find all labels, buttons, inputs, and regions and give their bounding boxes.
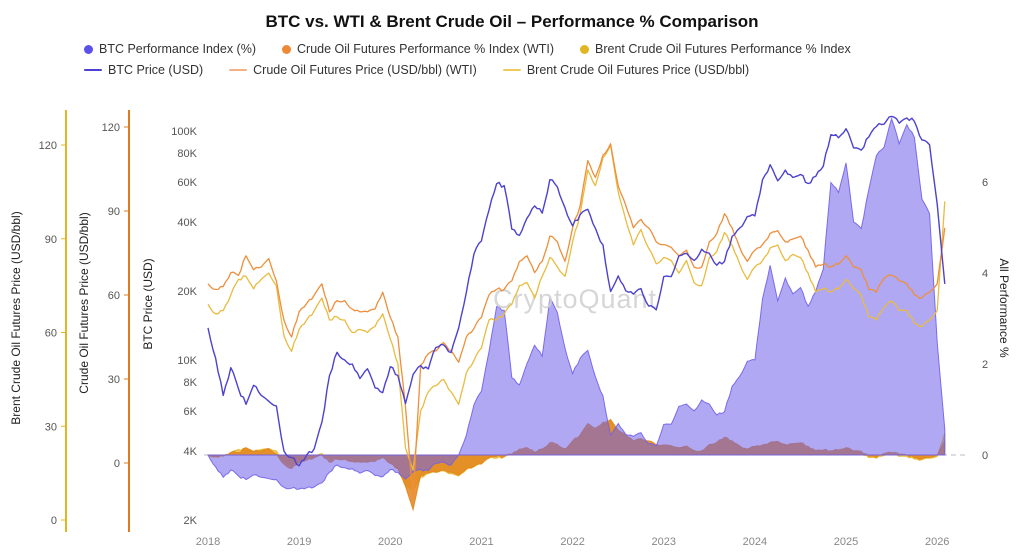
x-tick-label: 2025: [834, 536, 858, 548]
chart-title: BTC vs. WTI & Brent Crude Oil – Performa…: [265, 12, 759, 31]
btc-tick-label: 2K: [184, 515, 198, 527]
legend-label: BTC Price (USD): [108, 63, 204, 77]
legend-item-2[interactable]: Brent Crude Oil Futures Performance % In…: [580, 42, 851, 56]
x-tick-label: 2018: [196, 536, 220, 548]
brent-price-line: [207, 144, 946, 471]
x-tick-label: 2021: [469, 536, 493, 548]
btc-tick-label: 100K: [171, 126, 197, 138]
x-tick-label: 2022: [560, 536, 584, 548]
wti-tick-label: 30: [108, 374, 120, 386]
btc-tick-label: 10K: [177, 355, 197, 367]
btc-price-line: [207, 115, 946, 467]
perf-tick-label: 4: [982, 268, 988, 280]
btc-performance-area: [207, 117, 946, 490]
x-tick-label: 2019: [287, 536, 311, 548]
legend-item-5[interactable]: Brent Crude Oil Futures Price (USD/bbl): [502, 63, 750, 77]
wti-tick-label: 120: [102, 122, 120, 134]
wti-tick-label: 0: [114, 458, 120, 470]
legend-dot-icon: [282, 44, 291, 54]
legend-line-icon: [229, 69, 248, 71]
legend: BTC Performance Index (%) Crude Oil Futur…: [84, 42, 974, 77]
x-tick-label: 2026: [925, 536, 949, 548]
legend-label: Brent Crude Oil Futures Price (USD/bbl): [526, 63, 750, 77]
legend-label: Crude Oil Futures Price (USD/bbl) (WTI): [253, 63, 477, 77]
perf-tick-label: 2: [982, 359, 988, 371]
legend-line-icon: [84, 69, 102, 71]
x-tick-label: 2024: [743, 536, 767, 548]
wti-tick-label: 90: [108, 206, 120, 218]
x-tick-label: 2020: [378, 536, 402, 548]
btc-tick-label: 8K: [184, 377, 198, 389]
legend-label: Brent Crude Oil Futures Performance % In…: [595, 42, 851, 56]
brent-tick-label: 60: [45, 328, 57, 340]
perf-tick-label: 6: [982, 177, 988, 189]
legend-item-0[interactable]: BTC Performance Index (%): [84, 42, 256, 56]
legend-dot-icon: [84, 44, 93, 54]
legend-label: BTC Performance Index (%): [99, 42, 256, 56]
brent-tick-label: 120: [39, 140, 57, 152]
x-tick-label: 2023: [652, 536, 676, 548]
wti-tick-label: 60: [108, 290, 120, 302]
btc-tick-label: 4K: [184, 446, 198, 458]
legend-item-3[interactable]: BTC Price (USD): [84, 63, 203, 77]
legend-line-icon: [502, 69, 521, 71]
wti-price-line: [207, 143, 946, 501]
legend-item-4[interactable]: Crude Oil Futures Price (USD/bbl) (WTI): [229, 63, 477, 77]
brent-tick-label: 0: [51, 515, 57, 527]
btc-tick-label: 60K: [177, 177, 197, 189]
brent-tick-label: 30: [45, 421, 57, 433]
watermark: CryptoQuant: [493, 284, 657, 314]
btc-tick-label: 80K: [177, 148, 197, 160]
perf-tick-label: 0: [982, 450, 988, 462]
legend-label: Crude Oil Futures Performance % Index (W…: [297, 42, 555, 56]
brent-tick-label: 90: [45, 234, 57, 246]
btc-tick-label: 20K: [177, 286, 197, 298]
legend-item-1[interactable]: Crude Oil Futures Performance % Index (W…: [282, 42, 554, 56]
legend-dot-icon: [580, 44, 590, 54]
btc-tick-label: 6K: [184, 406, 198, 418]
btc-tick-label: 40K: [177, 217, 197, 229]
